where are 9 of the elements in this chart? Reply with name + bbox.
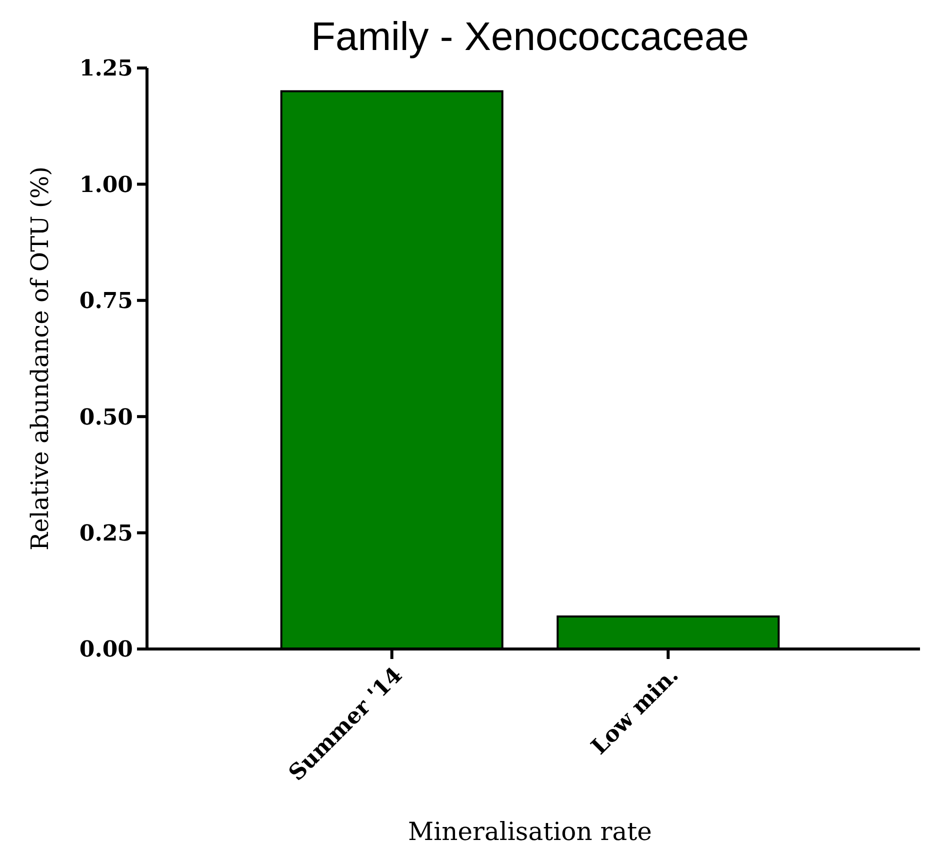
y-tick-label: 1.25	[79, 56, 133, 82]
y-tick-label: 0.75	[79, 288, 133, 314]
y-tick-label: 0.00	[79, 636, 133, 663]
chart-title: Family - Xenococcaceae	[311, 15, 749, 59]
y-axis-title: Relative abundance of OTU (%)	[26, 166, 54, 550]
y-tick-label: 0.50	[79, 404, 133, 430]
y-tick-label: 0.25	[79, 520, 133, 546]
y-tick-label: 1.00	[79, 172, 133, 198]
x-axis-title: Mineralisation rate	[408, 817, 652, 846]
